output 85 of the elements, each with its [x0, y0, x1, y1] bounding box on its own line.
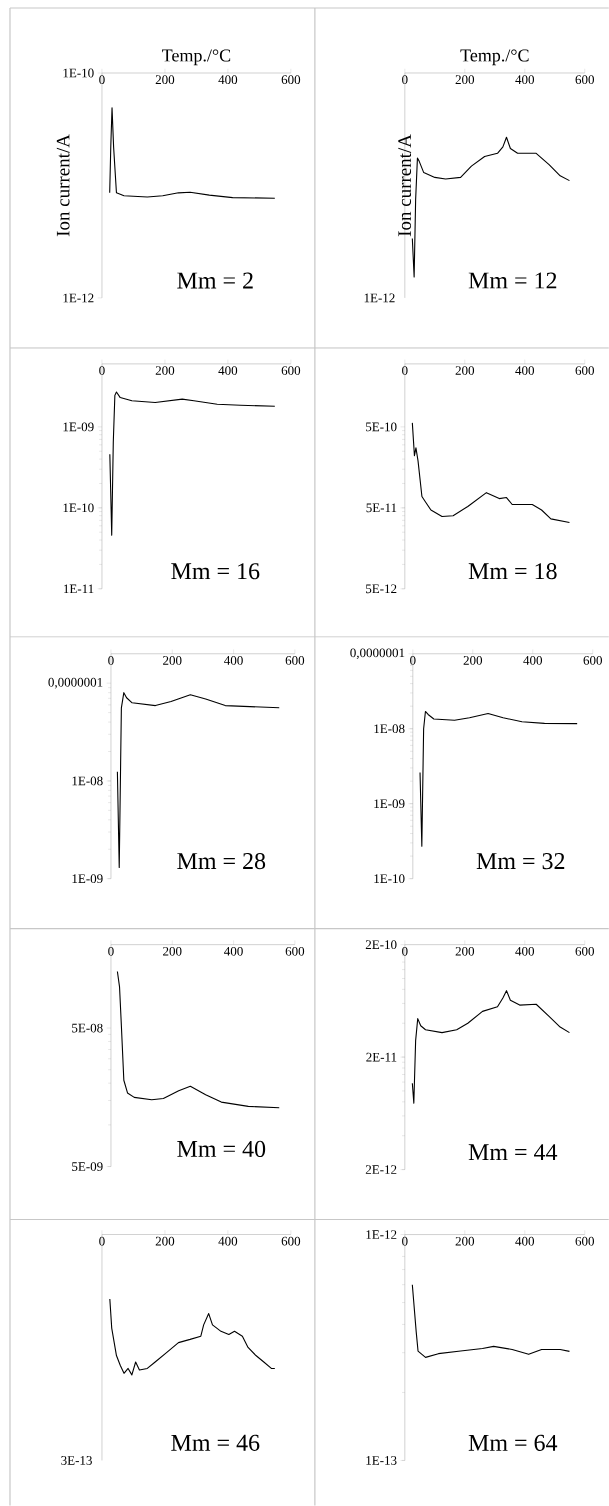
y-tick-label: 1E-10: [63, 68, 94, 78]
y-tick-label: 1E-10: [63, 503, 94, 513]
x-tick-label: 0: [99, 366, 105, 375]
y-tick-label: 1E-12: [366, 1230, 397, 1239]
y-tick-label: 1E-11: [63, 584, 94, 594]
text: Mm = 2: [177, 272, 253, 289]
text: Mm = 46: [171, 1434, 260, 1451]
line-series: [109, 391, 276, 536]
x-tick-label: 0: [401, 1236, 408, 1246]
x-tick-label: 0: [108, 946, 114, 956]
x-tick-label: 200: [455, 75, 474, 85]
x-tick-label: 400: [515, 366, 534, 375]
x-tick-label: 200: [162, 946, 182, 956]
text: Mm = 12: [468, 272, 557, 289]
x-tick-label: 0: [401, 75, 408, 85]
line-series: [116, 970, 280, 1109]
y-tick-label: 1E-09: [72, 874, 103, 884]
text: Mm = 64: [468, 1434, 557, 1451]
y-tick-label: 5E-10: [365, 422, 397, 432]
x-tick-label: 600: [575, 946, 594, 956]
text: Mm = 40: [177, 1140, 265, 1158]
y-tick-label: 2E-12: [365, 1165, 397, 1174]
line-series: [411, 1284, 570, 1358]
y-tick-label: 2E-11: [366, 1052, 397, 1062]
y-tick-label: 5E-09: [71, 1162, 103, 1171]
text: Mm = 44: [468, 1144, 557, 1161]
x-tick-label: 200: [455, 946, 474, 956]
x-tick-label: 0: [401, 946, 408, 956]
x-tick-label: 400: [218, 366, 237, 375]
x-tick-label: 600: [281, 75, 300, 85]
x-tick-label: 0: [409, 656, 416, 665]
line-series: [116, 692, 280, 869]
x-tick-label: 600: [575, 366, 594, 375]
x-tick-label: 400: [218, 1236, 237, 1246]
x-tick-label: 0: [108, 656, 114, 665]
y-tick-label: 5E-11: [366, 503, 397, 513]
x-tick-label: 200: [155, 366, 175, 375]
x-tick-label: 200: [455, 1236, 474, 1246]
text: Mm = 16: [171, 563, 260, 580]
text: 3E-13: [61, 1456, 92, 1465]
x-tick-label: 0: [99, 1236, 105, 1246]
y-tick-label: 1E-12: [63, 293, 94, 303]
x-tick-label: 200: [463, 656, 482, 665]
y-tick-label: 1E-09: [63, 422, 94, 432]
y-tick-label: 5E-12: [365, 584, 397, 594]
y-tick-label: 1E-10: [374, 874, 405, 884]
x-axis-title: Temp./°C: [460, 49, 529, 66]
text: Mm = 18: [468, 563, 557, 580]
x-tick-label: 200: [455, 366, 474, 375]
y-axis-title: Ion current/A: [398, 134, 411, 237]
x-tick-label: 600: [281, 1236, 300, 1246]
y-tick-label: 1E-08: [72, 776, 103, 786]
line-series: [419, 710, 578, 847]
x-tick-label: 0: [401, 366, 408, 375]
x-tick-label: 600: [285, 656, 304, 665]
line-series: [411, 990, 570, 1104]
x-tick-label: 400: [223, 656, 243, 665]
text: Mm = 32: [476, 853, 565, 870]
x-tick-label: 200: [155, 1236, 175, 1246]
x-tick-label: 600: [281, 366, 300, 375]
line-series: [411, 422, 570, 523]
y-axis-title: Ion current/A: [56, 134, 70, 237]
x-tick-label: 600: [575, 75, 594, 85]
x-tick-label: 400: [523, 656, 542, 665]
x-tick-label: 200: [155, 75, 175, 85]
y-tick-label: 0,0000001: [48, 677, 103, 689]
x-tick-label: 400: [515, 1236, 534, 1246]
x-tick-label: 600: [575, 1236, 594, 1246]
x-tick-label: 400: [515, 946, 534, 956]
x-axis-title: Temp./°C: [161, 49, 230, 66]
x-tick-label: 600: [583, 656, 602, 665]
y-tick-label: 2E-10: [365, 940, 397, 950]
x-tick-label: 0: [99, 75, 105, 85]
y-tick-label: 1E-08: [374, 724, 405, 734]
y-tick-label: 1E-09: [374, 799, 405, 809]
x-tick-label: 600: [285, 946, 304, 956]
y-tick-label: 0,0000001: [350, 648, 405, 660]
y-tick-label: 1E-13: [366, 1456, 397, 1465]
x-tick-label: 400: [515, 75, 534, 85]
x-tick-label: 200: [162, 656, 182, 665]
text: Mm = 28: [177, 852, 265, 870]
line-series: [108, 107, 276, 199]
x-tick-label: 400: [218, 75, 237, 85]
x-tick-label: 400: [223, 946, 243, 956]
y-tick-label: 5E-08: [71, 1023, 103, 1033]
